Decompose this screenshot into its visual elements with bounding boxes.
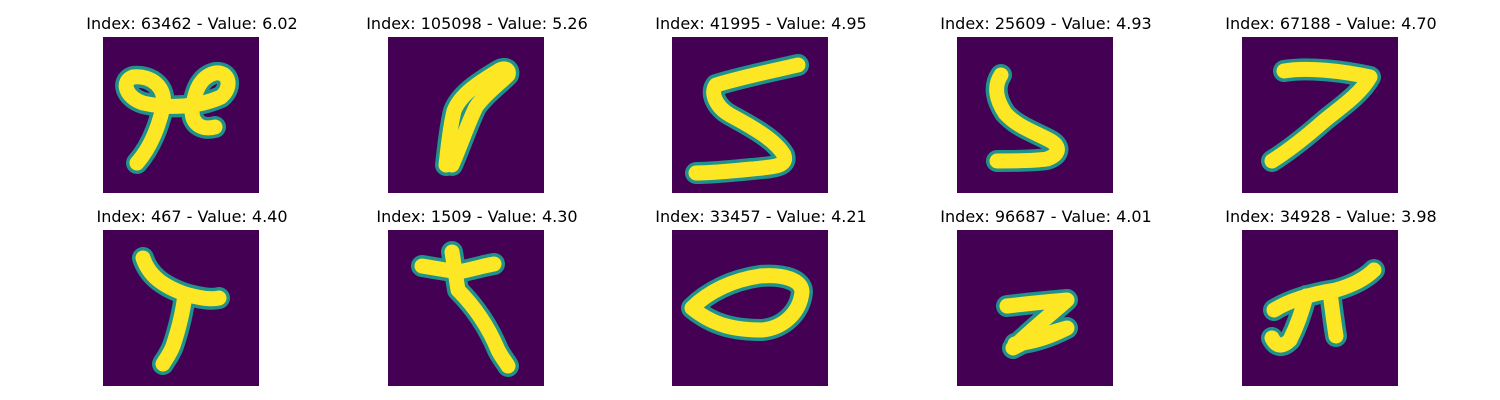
digit-glyph: [435, 57, 520, 176]
digit-glyph: [1261, 259, 1385, 356]
panel-title: Index: 467 - Value: 4.40: [96, 207, 288, 226]
digit-glyph: [685, 54, 809, 184]
glyph-stroke: [118, 65, 236, 171]
digit-image: [1242, 37, 1398, 193]
panel-title: Index: 41995 - Value: 4.95: [655, 14, 867, 33]
digit-glyph: [996, 289, 1078, 359]
image-panel: Index: 63462 - Value: 6.02: [50, 12, 334, 202]
panel-title: Index: 96687 - Value: 4.01: [940, 207, 1152, 226]
digit-image: [672, 230, 828, 386]
digit-image: [1242, 230, 1398, 386]
glyph-stroke: [1264, 262, 1382, 353]
digit-glyph: [985, 64, 1069, 172]
panel-title: Index: 34928 - Value: 3.98: [1225, 207, 1437, 226]
digit-glyph: [681, 264, 813, 341]
digit-image: [103, 37, 259, 193]
panel-title: Index: 25609 - Value: 4.93: [940, 14, 1152, 33]
digit-glyph: [115, 61, 240, 174]
digit-image: [103, 230, 259, 386]
panel-title: Index: 105098 - Value: 5.26: [366, 14, 588, 33]
image-panel: Index: 25609 - Value: 4.93: [904, 12, 1188, 202]
panel-title: Index: 63462 - Value: 6.02: [86, 14, 298, 33]
digit-image: [957, 37, 1113, 193]
panel-title: Index: 1509 - Value: 4.30: [376, 207, 578, 226]
digit-image: [388, 37, 544, 193]
digit-glyph: [132, 247, 230, 375]
panel-title: Index: 33457 - Value: 4.21: [655, 207, 867, 226]
digit-image: [388, 230, 544, 386]
image-panel: Index: 33457 - Value: 4.21: [619, 205, 903, 395]
glyph-stroke: [688, 57, 806, 181]
image-panel: Index: 467 - Value: 4.40: [50, 205, 334, 395]
image-panel: Index: 1509 - Value: 4.30: [335, 205, 619, 395]
image-panel: Index: 41995 - Value: 4.95: [619, 12, 903, 202]
digit-image: [672, 37, 828, 193]
panel-title: Index: 67188 - Value: 4.70: [1225, 14, 1437, 33]
digit-glyph: [1261, 58, 1381, 172]
glyph-stroke: [438, 61, 516, 173]
digit-glyph: [411, 241, 519, 377]
image-panel: Index: 34928 - Value: 3.98: [1189, 205, 1473, 395]
glyph-stroke: [1264, 61, 1378, 169]
glyph-stroke: [684, 268, 810, 338]
glyph-stroke: [999, 292, 1075, 356]
glyph-stroke: [414, 244, 516, 374]
image-panel: Index: 67188 - Value: 4.70: [1189, 12, 1473, 202]
image-panel: Index: 96687 - Value: 4.01: [904, 205, 1188, 395]
image-panel: Index: 105098 - Value: 5.26: [335, 12, 619, 202]
glyph-stroke: [989, 67, 1065, 169]
glyph-stroke: [135, 250, 227, 372]
digit-image: [957, 230, 1113, 386]
